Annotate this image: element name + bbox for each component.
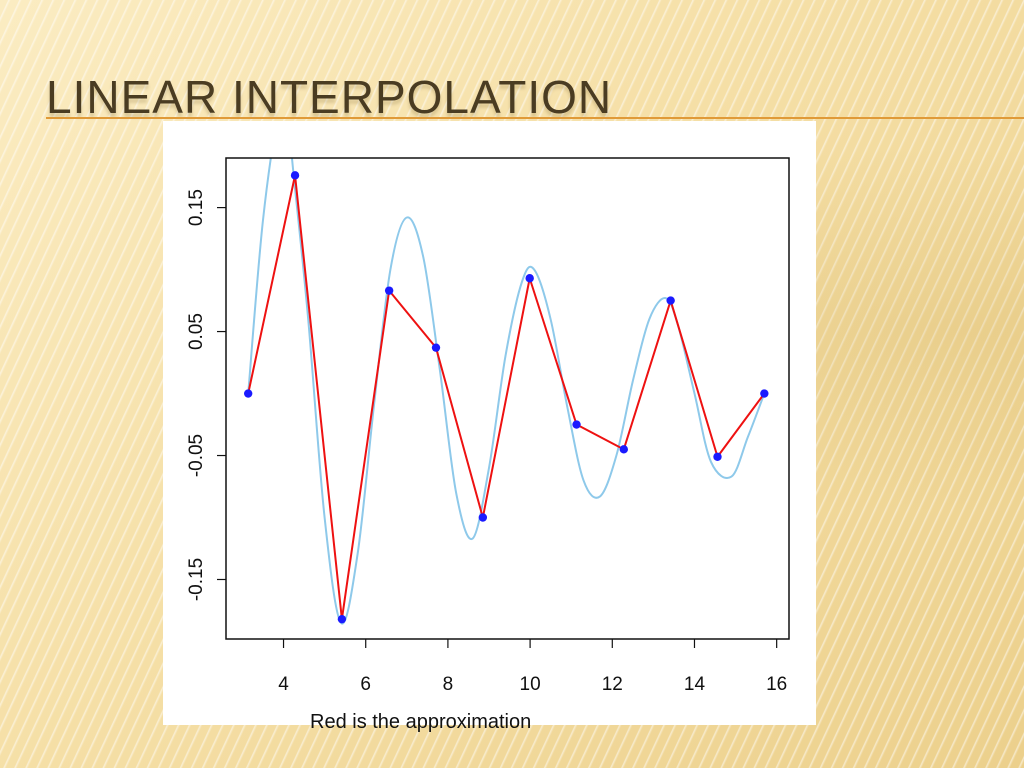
approximation-segment — [669, 299, 719, 458]
x-tick-label: 16 — [766, 674, 787, 695]
approximation-segment — [622, 299, 672, 451]
x-tick-label: 12 — [602, 674, 623, 695]
approximation-layer — [247, 174, 766, 621]
approximation-segment — [340, 289, 391, 621]
data-point — [337, 614, 347, 624]
data-point — [713, 452, 722, 461]
x-tick-label: 6 — [360, 674, 371, 695]
true-function-layer — [247, 158, 766, 625]
y-tick-label: -0.15 — [186, 558, 207, 601]
plot-frame — [225, 157, 790, 640]
data-point — [290, 171, 300, 180]
true-function-curve — [247, 158, 766, 625]
y-tick-label: -0.05 — [186, 434, 207, 477]
approximation-segment — [481, 277, 531, 519]
x-tick-label: 8 — [443, 674, 454, 695]
approximation-segment — [528, 277, 578, 426]
y-tick-label: 0.15 — [186, 189, 207, 226]
x-tick-label: 4 — [278, 674, 289, 695]
data-point — [478, 513, 488, 522]
approximation-segment — [434, 346, 484, 519]
approximation-segment — [247, 174, 297, 395]
data-point — [243, 389, 253, 398]
chart-panel: 4 6 8 10 12 14 16 0.15 0.05 -0.05 -0.15 — [163, 121, 816, 725]
axes-layer: 4 6 8 10 12 14 16 0.15 0.05 -0.05 -0.15 — [186, 189, 787, 695]
approximation-segment — [294, 174, 343, 621]
data-point — [525, 274, 534, 283]
chart-caption: Red is the approximation — [310, 711, 532, 733]
title-underline — [46, 117, 1024, 119]
data-point — [760, 389, 769, 398]
y-tick-label: 0.05 — [186, 313, 207, 350]
interpolation-chart: 4 6 8 10 12 14 16 0.15 0.05 -0.05 -0.15 — [186, 157, 790, 695]
slide-title: LINEAR INTERPOLATION — [46, 71, 613, 123]
x-tick-label: 10 — [520, 674, 541, 695]
data-point — [572, 420, 581, 429]
data-point — [431, 343, 441, 352]
approximation-segment — [575, 423, 625, 451]
approximation-segment — [388, 289, 437, 349]
data-point — [384, 286, 394, 295]
data-point — [666, 296, 675, 305]
x-tick-label: 14 — [684, 674, 706, 695]
data-point — [619, 445, 628, 454]
data-points-layer — [243, 171, 769, 624]
approximation-segment — [716, 392, 766, 458]
